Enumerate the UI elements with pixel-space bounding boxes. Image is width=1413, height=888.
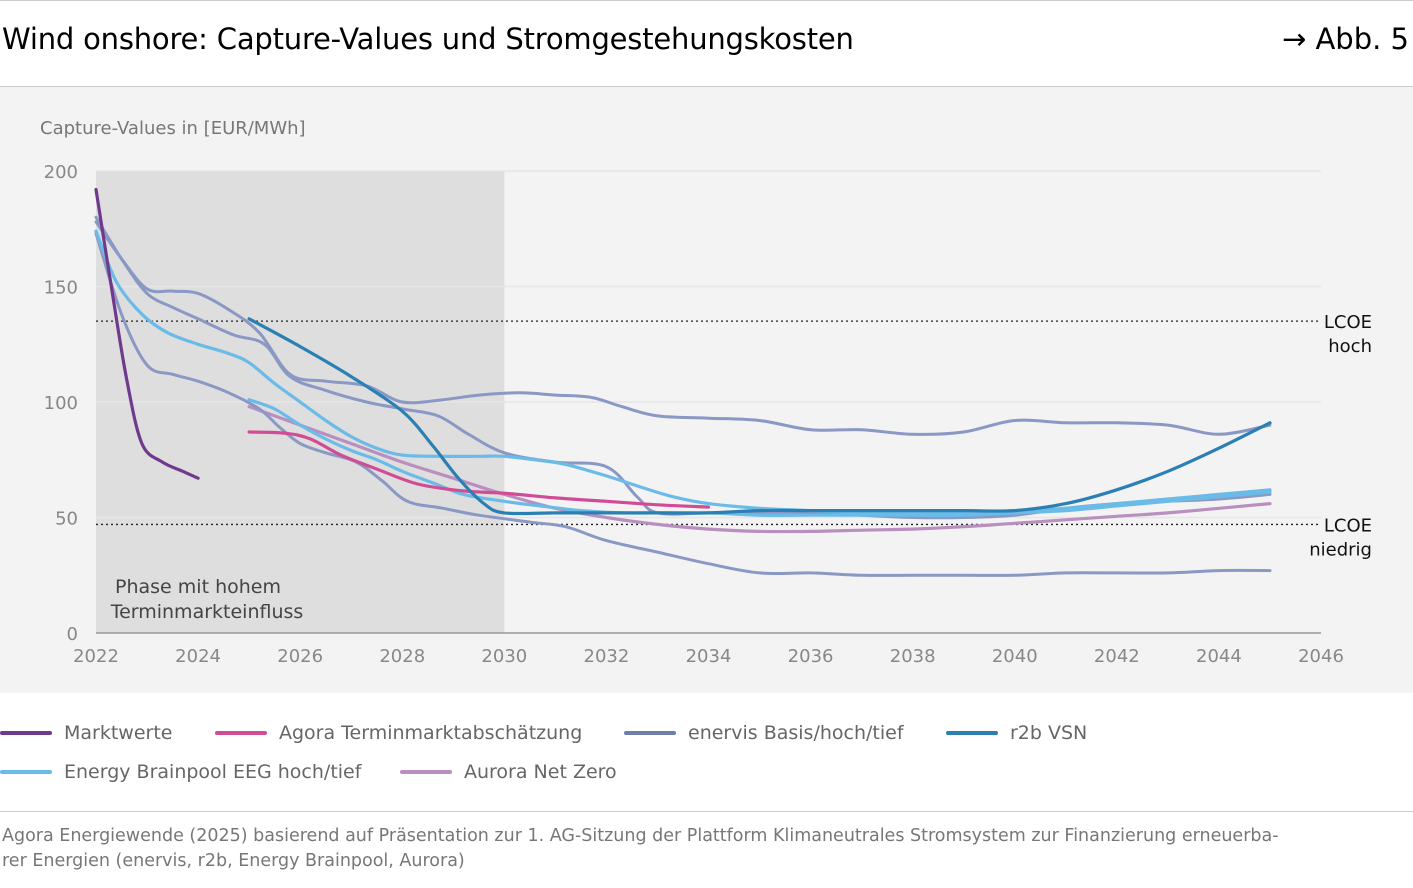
source-line-1: Agora Energiewende (2025) basierend auf …: [2, 826, 1279, 846]
x-tick-label-2046: 2046: [1298, 646, 1344, 667]
plot-panel: Capture-Values in [EUR/MWh] LCOE hoch LCOE…: [0, 87, 1413, 693]
chart-title: Wind onshore: Capture-Values und Stromge…: [2, 22, 854, 56]
y-tick-label-0: 0: [67, 624, 78, 645]
legend-label: enervis Basis/hoch/tief: [688, 722, 904, 744]
x-tick-label-2026: 2026: [277, 646, 323, 667]
x-tick-label-2030: 2030: [481, 646, 527, 667]
line-chart: Capture-Values in [EUR/MWh] LCOEhochLCOE…: [40, 118, 1372, 667]
phase-label-line2: Terminmarkteinfluss: [110, 601, 304, 623]
x-tick-label-2040: 2040: [992, 646, 1038, 667]
series-line-marktwerte: [94, 187, 200, 480]
header: Wind onshore: Capture-Values und Stromge…: [0, 0, 1413, 87]
y-tick-label-100: 100: [44, 393, 78, 414]
legend-swatch: [0, 770, 52, 774]
legend-swatch: [400, 770, 452, 774]
y-tick-label-50: 50: [55, 509, 78, 530]
legend-swatch: [946, 731, 998, 735]
legend-label: Aurora Net Zero: [464, 761, 617, 783]
legend-item-energy-brainpool: Energy Brainpool EEG hoch/tief: [0, 761, 361, 783]
y-axis-label: Capture-Values in [EUR/MWh]: [40, 118, 306, 139]
legend-item-enervis: enervis Basis/hoch/tief: [624, 722, 904, 744]
series-line-agora-terminmarktabsch-tzung: [247, 430, 711, 509]
axes: 0 50 100 150 200 2022 2024 2026 2028 2030 2032 2034…: [44, 162, 1344, 667]
legend: Marktwerte Agora Terminmarktabschätzung …: [0, 718, 1413, 798]
x-tick-label-2044: 2044: [1196, 646, 1242, 667]
x-tick-label-2028: 2028: [379, 646, 425, 667]
lcoe-low-label-line2: niedrig: [1309, 539, 1372, 560]
lcoe-high-label-line2: hoch: [1328, 336, 1372, 357]
phase-label-line1: Phase mit hohem: [115, 576, 281, 598]
x-tick-label-2022: 2022: [73, 646, 119, 667]
legend-item-agora: Agora Terminmarktabschätzung: [215, 722, 582, 744]
x-tick-label-2036: 2036: [788, 646, 834, 667]
legend-item-r2b: r2b VSN: [946, 722, 1087, 744]
legend-item-marktwerte: Marktwerte: [0, 722, 172, 744]
legend-swatch: [0, 731, 52, 735]
x-tick-label-2038: 2038: [890, 646, 936, 667]
legend-label: Energy Brainpool EEG hoch/tief: [64, 761, 362, 783]
x-tick-label-2034: 2034: [686, 646, 732, 667]
top-rule: [0, 0, 1413, 1]
x-tick-label-2024: 2024: [175, 646, 221, 667]
series-lines: [94, 187, 1272, 577]
series-line-r2b-vsn: [247, 317, 1272, 516]
lcoe-high-label-line1: LCOE: [1324, 312, 1372, 333]
series-line-enervis-tief: [94, 231, 1272, 577]
x-tick-label-2032: 2032: [584, 646, 630, 667]
y-tick-label-200: 200: [44, 162, 78, 183]
legend-swatch: [215, 731, 267, 735]
legend-label: Marktwerte: [64, 722, 173, 744]
series-line-enervis-basis: [94, 215, 1272, 520]
figure-reference: → Abb. 5: [1281, 22, 1409, 56]
legend-item-aurora: Aurora Net Zero: [400, 761, 617, 783]
lcoe-reference-lines: LCOE hoch LCOE niedrig: [96, 312, 1372, 560]
x-tick-label-2042: 2042: [1094, 646, 1140, 667]
source-line-2: rer Energien (enervis, r2b, Energy Brain…: [2, 851, 465, 871]
y-tick-label-150: 150: [44, 278, 78, 299]
series-line-enervis-hoch: [94, 220, 1272, 436]
legend-label: Agora Terminmarktabschätzung: [279, 722, 583, 744]
series-line-aurora-net-zero: [247, 405, 1272, 534]
lcoe-low-label-line1: LCOE: [1324, 515, 1372, 536]
legend-label: r2b VSN: [1010, 722, 1088, 744]
source-note: Agora Energiewende (2025) basierend auf …: [0, 811, 1413, 874]
legend-swatch: [624, 731, 676, 735]
